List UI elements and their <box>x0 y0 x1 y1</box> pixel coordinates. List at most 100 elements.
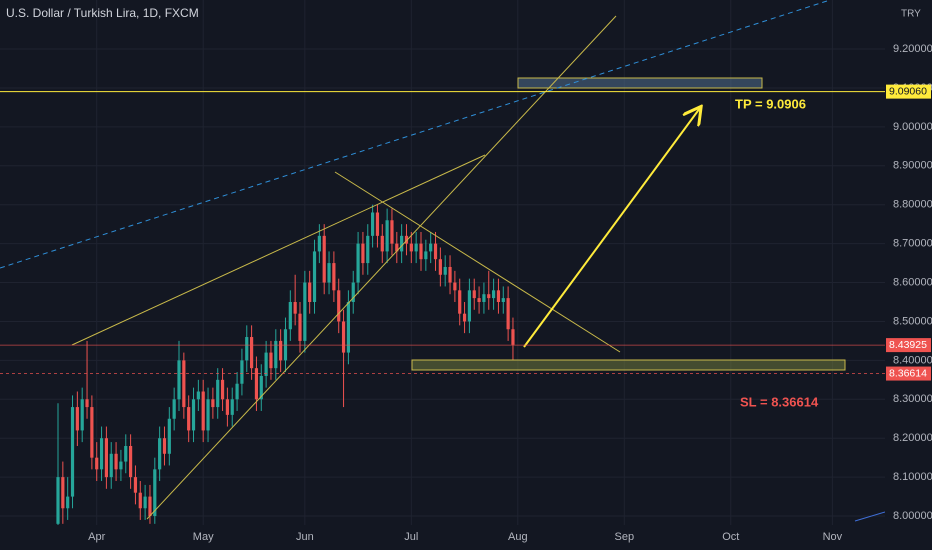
candle-body <box>95 457 99 470</box>
candle-body <box>114 453 118 470</box>
candle-body <box>482 294 486 303</box>
candle-body <box>220 379 225 400</box>
candle-body <box>85 399 89 408</box>
trendline <box>854 511 885 522</box>
candle-body <box>303 282 307 341</box>
price-label-box <box>886 366 931 381</box>
candle-body <box>438 259 442 275</box>
candle-body <box>240 360 244 384</box>
y-tick-label: 9.20000 <box>893 43 932 55</box>
candle-body <box>148 496 152 517</box>
currency: TRY <box>901 9 921 20</box>
candle-body <box>492 290 496 299</box>
candle-body <box>375 212 380 236</box>
price-lines: 9.09060 8.43925 8.36614 <box>0 84 931 381</box>
candle-body <box>75 407 79 431</box>
candle-body <box>472 290 476 299</box>
candle-body <box>235 383 239 400</box>
candle-body <box>371 212 375 236</box>
candle-body <box>501 298 505 303</box>
candle-body <box>293 302 297 314</box>
candle-body <box>361 243 365 264</box>
candle-body <box>400 235 404 252</box>
arrow <box>523 108 700 348</box>
candle-body <box>104 438 108 478</box>
candle-body <box>433 243 438 260</box>
x-tick-label: Jul <box>404 531 418 543</box>
annotation: SL = 8.36614 <box>740 394 819 409</box>
candle-body <box>312 251 317 303</box>
candle-body <box>66 496 70 509</box>
candle-body <box>61 477 65 509</box>
candle-body <box>506 298 510 330</box>
candle-body <box>448 266 452 283</box>
x-tick-label: Nov <box>823 531 843 543</box>
trendline <box>334 171 621 353</box>
y-tick-label: 9.00000 <box>893 121 932 133</box>
candle-body <box>317 235 321 252</box>
candle-body <box>424 251 428 260</box>
candle-body <box>477 298 481 303</box>
price-label: 9.09060 <box>889 85 927 97</box>
candle-body <box>187 407 191 431</box>
candle-body <box>511 329 515 345</box>
candle-body <box>337 290 341 322</box>
candle-body <box>332 263 336 291</box>
y-tick-label: 8.10000 <box>893 471 932 483</box>
candle-body <box>380 235 384 252</box>
candle-body <box>216 379 220 408</box>
x-tick-label: Jun <box>296 531 314 543</box>
chart-title: U.S. Dollar / Turkish Lira, 1D, FXCM <box>6 6 199 20</box>
candle-body <box>196 391 200 400</box>
x-tick-label: Oct <box>722 531 739 543</box>
candle-body <box>245 337 249 361</box>
candle-body <box>385 220 389 252</box>
candle-body <box>99 438 104 470</box>
candle-body <box>404 235 409 244</box>
y-tick-label: 8.60000 <box>893 276 932 288</box>
candle-body <box>414 243 418 252</box>
candle-body <box>351 282 355 303</box>
trendline <box>71 154 486 346</box>
candle-body <box>279 340 283 361</box>
y-tick-label: 8.80000 <box>893 199 932 211</box>
candle-body <box>462 313 467 322</box>
candles <box>56 204 515 525</box>
candle-body <box>153 469 157 517</box>
y-tick-label: 8.00000 <box>893 510 932 522</box>
candle-body <box>56 477 60 524</box>
candle-body <box>158 438 162 470</box>
candle-body <box>443 266 447 275</box>
candle-body <box>129 445 133 478</box>
candle-body <box>366 235 370 264</box>
candle-body <box>167 418 171 454</box>
candle-body <box>487 294 491 299</box>
candle-body <box>390 220 394 244</box>
zone <box>411 359 846 371</box>
candle-body <box>298 313 302 341</box>
y-tick-label: 8.20000 <box>893 432 932 444</box>
candle-body <box>80 399 84 431</box>
candle-body <box>70 407 75 497</box>
trendline <box>146 15 617 520</box>
candle-body <box>308 282 312 303</box>
y-tick-label: 8.30000 <box>893 393 932 405</box>
candle-body <box>225 399 229 415</box>
candle-body <box>90 407 94 458</box>
candle-body <box>327 263 331 283</box>
candle-body <box>162 438 167 454</box>
candle-body <box>201 391 205 431</box>
candle-body <box>177 360 181 400</box>
candle-body <box>356 243 360 283</box>
candle-body <box>206 399 210 431</box>
candle-body <box>269 352 273 369</box>
candle-body <box>395 243 399 252</box>
candle-body <box>191 399 196 431</box>
x-tick-label: Sep <box>614 531 634 543</box>
candle-body <box>138 492 142 509</box>
price-label: 8.36614 <box>889 367 927 379</box>
candle-body <box>458 290 462 314</box>
annotation: TP = 9.0906 <box>735 96 806 111</box>
